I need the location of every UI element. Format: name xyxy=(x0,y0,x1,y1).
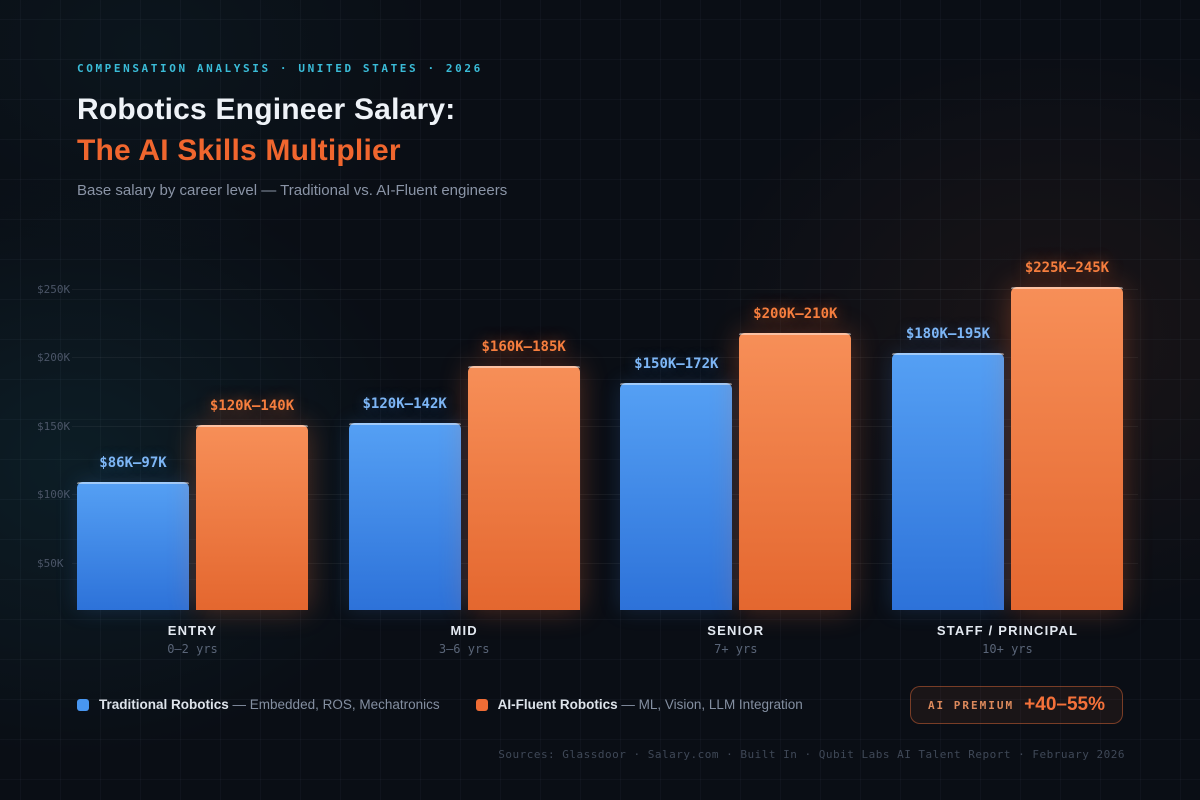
legend-item-ai-fluent: AI-Fluent Robotics — ML, Vision, LLM Int… xyxy=(475,697,803,712)
category-name: SENIOR xyxy=(707,623,765,638)
y-tick-label: $150K xyxy=(37,419,71,433)
bar-value-label: $180K–195K xyxy=(905,326,991,342)
page-subtitle: Base salary by career level — Traditiona… xyxy=(77,182,508,199)
category-label: SENIOR 7+ yrs xyxy=(620,623,851,656)
ai-premium-badge: AI PREMIUM +40–55% xyxy=(909,686,1123,724)
gridline xyxy=(72,562,1138,564)
bar-slot: $225K–245K xyxy=(1010,200,1123,610)
bar-traditional xyxy=(891,353,1004,610)
legend-name-traditional: Traditional Robotics xyxy=(99,697,229,712)
bar-slot: $200K–210K xyxy=(739,200,852,610)
bar-group: $86K–97K $120K–140K ENTRY 0–2 yrs xyxy=(77,200,308,656)
bar-ai-fluent xyxy=(467,366,580,610)
category-label: STAFF / PRINCIPAL 10+ yrs xyxy=(892,623,1123,656)
sources-footer: Sources: Glassdoor · Salary.com · Built … xyxy=(498,748,1125,761)
bar-slot: $120K–140K xyxy=(196,200,308,610)
bar-value-label: $150K–172K xyxy=(634,356,719,372)
gridline xyxy=(72,288,1138,290)
bar-value-label: $160K–185K xyxy=(481,339,566,355)
plot-area: $86K–97K $120K–140K ENTRY 0–2 yrs $120K–142K… xyxy=(77,200,1123,656)
category-years: 7+ yrs xyxy=(714,642,758,656)
salary-bar-chart: $50K $100K $150K $200K $250K $86K–97K $120K–1… xyxy=(0,200,1200,656)
category-name: ENTRY xyxy=(167,623,218,638)
y-tick-label: $200K xyxy=(37,351,71,364)
badge-label: AI PREMIUM xyxy=(927,698,1015,712)
category-years: 3–6 yrs xyxy=(438,642,490,656)
y-tick-label: $250K xyxy=(37,282,71,296)
badge-value: +40–55% xyxy=(1024,694,1105,715)
legend-item-traditional: Traditional Robotics — Embedded, ROS, Me… xyxy=(77,697,440,712)
bar-ai-fluent xyxy=(739,333,852,610)
page-title-line1: Robotics Engineer Salary: xyxy=(77,93,456,126)
category-name: STAFF / PRINCIPAL xyxy=(936,623,1079,638)
category-name: MID xyxy=(450,623,478,638)
legend-swatch-traditional xyxy=(77,698,89,711)
bar-group: $120K–142K $160K–185K MID 3–6 yrs xyxy=(348,200,580,656)
page-title-line2: The AI Skills Multiplier xyxy=(77,134,401,167)
bar-ai-fluent xyxy=(196,425,308,610)
chart-legend: Traditional Robotics — Embedded, ROS, Me… xyxy=(77,697,803,712)
legend-swatch-ai-fluent xyxy=(475,698,488,711)
bar-slot: $150K–172K xyxy=(620,200,733,610)
header: COMPENSATION ANALYSIS · UNITED STATES · … xyxy=(77,62,507,199)
category-label: MID 3–6 yrs xyxy=(349,623,580,656)
category-years: 10+ yrs xyxy=(982,642,1033,656)
bar-slot: $180K–195K xyxy=(891,200,1004,610)
bar-group: $150K–172K $200K–210K SENIOR 7+ yrs xyxy=(620,200,852,656)
bar-value-label: $120K–140K xyxy=(209,398,295,414)
y-tick-label: $50K xyxy=(37,556,64,570)
bar-traditional xyxy=(620,383,733,610)
gridline xyxy=(72,494,1138,495)
bar-traditional xyxy=(348,423,461,610)
legend-text: Traditional Robotics — Embedded, ROS, Me… xyxy=(99,697,440,712)
bar-slot: $160K–185K xyxy=(467,200,580,610)
gridline xyxy=(72,425,1138,427)
bar-ai-fluent xyxy=(1010,287,1123,610)
bar-value-label: $225K–245K xyxy=(1024,260,1110,276)
bar-value-label: $200K–210K xyxy=(753,306,838,322)
category-years: 0–2 yrs xyxy=(167,642,218,656)
bar-slot: $86K–97K xyxy=(77,200,189,610)
legend-detail-traditional: — Embedded, ROS, Mechatronics xyxy=(232,697,440,712)
eyebrow-kicker: COMPENSATION ANALYSIS · UNITED STATES · … xyxy=(77,62,483,75)
gridline xyxy=(72,357,1138,358)
bar-value-label: $120K–142K xyxy=(362,396,447,412)
bar-traditional xyxy=(77,482,189,610)
legend-detail-ai-fluent: — ML, Vision, LLM Integration xyxy=(621,697,803,712)
bar-group: $180K–195K $225K–245K STAFF / PRINCIPAL 10+… xyxy=(891,200,1123,656)
bar-value-label: $86K–97K xyxy=(99,455,167,471)
legend-name-ai-fluent: AI-Fluent Robotics xyxy=(497,697,618,712)
bar-slot: $120K–142K xyxy=(348,200,461,610)
legend-text: AI-Fluent Robotics — ML, Vision, LLM Int… xyxy=(498,697,803,712)
y-tick-label: $100K xyxy=(37,488,71,501)
category-label: ENTRY 0–2 yrs xyxy=(77,623,308,656)
